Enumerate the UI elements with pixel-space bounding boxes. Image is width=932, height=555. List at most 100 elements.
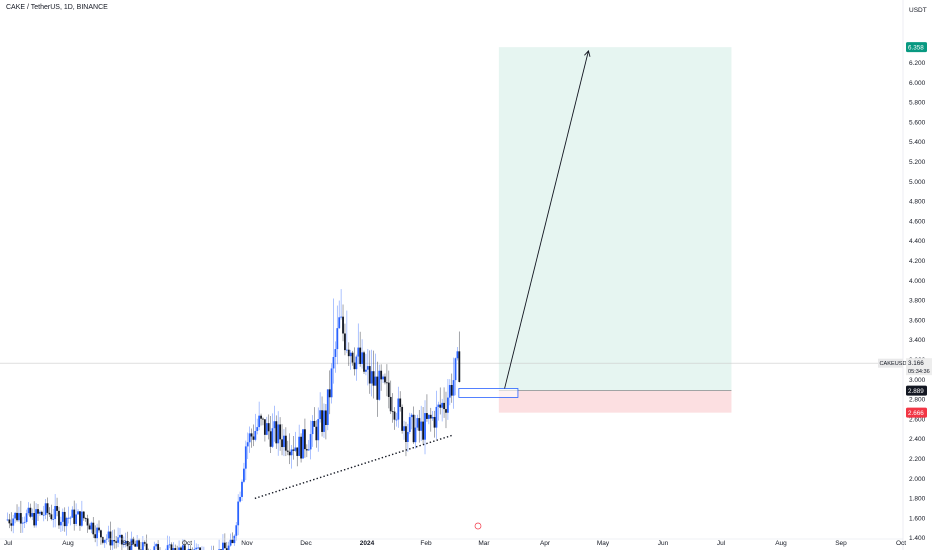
candle-body[interactable] — [378, 371, 380, 400]
candle-body[interactable] — [90, 523, 92, 530]
candle-body[interactable] — [451, 385, 453, 396]
candle-body[interactable] — [298, 437, 300, 456]
candle-body[interactable] — [432, 417, 434, 418]
candle-body[interactable] — [264, 419, 266, 435]
candle-body[interactable] — [197, 548, 199, 549]
candle-body[interactable] — [415, 428, 417, 443]
candle-body[interactable] — [243, 469, 245, 482]
candle-body[interactable] — [392, 411, 394, 412]
candle-body[interactable] — [300, 437, 302, 459]
candle-body[interactable] — [416, 418, 418, 428]
candle-body[interactable] — [29, 508, 31, 517]
candle-body[interactable] — [458, 351, 460, 382]
candle-body[interactable] — [409, 417, 411, 432]
candle-body[interactable] — [373, 371, 375, 385]
candle-body[interactable] — [323, 410, 325, 431]
candle-body[interactable] — [327, 389, 329, 425]
candle-body[interactable] — [405, 426, 407, 442]
candle-body[interactable] — [71, 510, 73, 518]
candle-body[interactable] — [319, 410, 321, 419]
candle-body[interactable] — [289, 452, 291, 456]
candle-body[interactable] — [89, 526, 91, 530]
candle-body[interactable] — [52, 519, 54, 520]
candle-body[interactable] — [35, 509, 37, 525]
candle-body[interactable] — [14, 513, 16, 519]
candle-body[interactable] — [333, 357, 335, 368]
candle-body[interactable] — [296, 448, 298, 456]
candle-body[interactable] — [352, 353, 354, 363]
loss-zone[interactable] — [499, 391, 732, 413]
candle-body[interactable] — [41, 512, 43, 515]
candle-body[interactable] — [228, 546, 230, 550]
candle-body[interactable] — [306, 449, 308, 450]
candle-body[interactable] — [113, 540, 115, 541]
candle-body[interactable] — [195, 548, 197, 549]
candle-body[interactable] — [312, 421, 314, 434]
candle-body[interactable] — [26, 513, 28, 522]
candle-body[interactable] — [369, 366, 371, 383]
candle-body[interactable] — [142, 542, 144, 550]
candle-body[interactable] — [111, 540, 113, 545]
candle-body[interactable] — [359, 348, 361, 364]
candle-body[interactable] — [386, 382, 388, 383]
candle-body[interactable] — [39, 512, 41, 514]
candle-body[interactable] — [436, 407, 438, 428]
candle-body[interactable] — [138, 540, 140, 549]
candle-body[interactable] — [441, 403, 443, 408]
candle-body[interactable] — [60, 522, 62, 526]
candle-body[interactable] — [100, 530, 102, 537]
candle-body[interactable] — [270, 431, 272, 446]
candle-body[interactable] — [342, 317, 344, 334]
candle-body[interactable] — [87, 518, 89, 525]
candle-body[interactable] — [355, 357, 357, 370]
candle-body[interactable] — [422, 422, 424, 440]
entry-box[interactable] — [459, 389, 518, 398]
candle-body[interactable] — [371, 371, 373, 383]
candle-body[interactable] — [64, 512, 66, 526]
candle-body[interactable] — [302, 429, 304, 458]
candle-body[interactable] — [62, 512, 64, 522]
candle-body[interactable] — [396, 420, 398, 421]
candle-body[interactable] — [315, 427, 317, 440]
candle-body[interactable] — [413, 415, 415, 442]
candle-body[interactable] — [388, 383, 390, 397]
candle-body[interactable] — [98, 528, 100, 531]
candle-body[interactable] — [230, 540, 232, 546]
candle-body[interactable] — [247, 442, 249, 446]
candle-body[interactable] — [68, 518, 70, 519]
candle-body[interactable] — [399, 399, 401, 407]
candle-body[interactable] — [348, 350, 350, 356]
candle-body[interactable] — [9, 520, 11, 524]
candle-body[interactable] — [344, 333, 346, 350]
candle-body[interactable] — [308, 449, 310, 450]
candle-body[interactable] — [222, 543, 224, 550]
candle-body[interactable] — [363, 352, 365, 371]
candle-body[interactable] — [287, 451, 289, 452]
candle-body[interactable] — [117, 537, 119, 542]
candle-body[interactable] — [321, 410, 323, 432]
candle-body[interactable] — [119, 535, 121, 538]
candle-body[interactable] — [92, 523, 94, 535]
candle-body[interactable] — [33, 513, 35, 525]
candle-body[interactable] — [235, 525, 237, 536]
candle-body[interactable] — [272, 428, 274, 447]
candle-body[interactable] — [357, 348, 359, 357]
candle-body[interactable] — [10, 523, 12, 525]
candle-body[interactable] — [50, 514, 52, 519]
candle-body[interactable] — [331, 368, 333, 397]
candle-body[interactable] — [77, 511, 79, 514]
candle-body[interactable] — [75, 514, 77, 524]
candle-body[interactable] — [157, 544, 159, 550]
candle-body[interactable] — [146, 544, 148, 550]
candle-body[interactable] — [291, 449, 293, 455]
candle-body[interactable] — [241, 482, 243, 497]
candle-body[interactable] — [70, 518, 72, 519]
candle-body[interactable] — [445, 409, 447, 413]
candle-body[interactable] — [66, 518, 68, 526]
candle-body[interactable] — [376, 377, 378, 400]
candle-body[interactable] — [45, 503, 47, 515]
candle-body[interactable] — [104, 540, 106, 543]
candle-body[interactable] — [224, 543, 226, 549]
candle-body[interactable] — [239, 497, 241, 502]
